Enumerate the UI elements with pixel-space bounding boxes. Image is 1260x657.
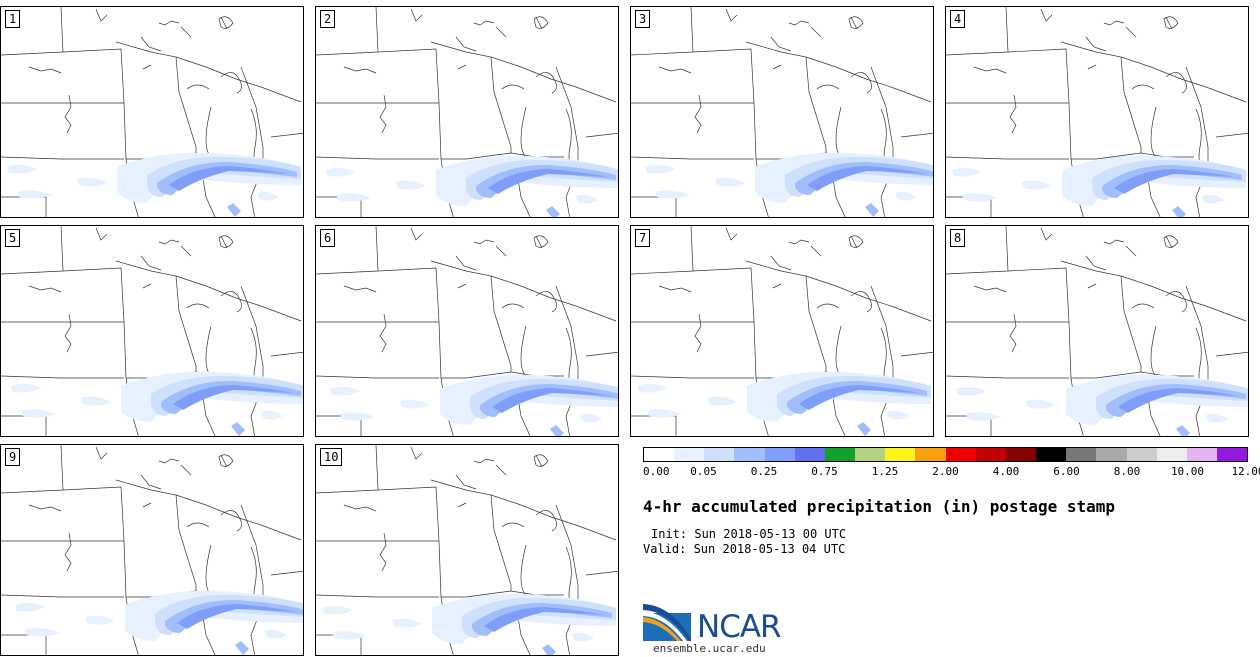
ensemble-member-panel-10: 10 xyxy=(315,444,619,656)
logo-url: ensemble.ucar.edu xyxy=(653,642,766,655)
colorbar-swatch xyxy=(704,448,735,461)
colorbar-swatch xyxy=(1066,448,1097,461)
member-number-label: 7 xyxy=(635,229,651,247)
colorbar-tick-label: 0.05 xyxy=(690,465,717,478)
colorbar-swatch xyxy=(945,448,976,461)
precip-colorbar xyxy=(643,447,1248,462)
colorbar-swatch xyxy=(734,448,765,461)
valid-time: Valid: Sun 2018-05-13 04 UTC xyxy=(643,542,846,556)
ensemble-member-panel-3: 3 xyxy=(630,6,934,218)
ensemble-member-panel-8: 8 xyxy=(945,225,1249,437)
colorbar-tick-label: 0.75 xyxy=(811,465,838,478)
colorbar-swatch xyxy=(644,448,675,461)
colorbar-tick-label: 12.00 xyxy=(1231,465,1260,478)
map-panel-svg xyxy=(631,7,933,217)
member-number-label: 4 xyxy=(950,10,966,28)
map-panel-svg xyxy=(631,226,933,436)
colorbar-swatch xyxy=(1216,448,1248,461)
ensemble-member-panel-6: 6 xyxy=(315,225,619,437)
member-number-label: 2 xyxy=(320,10,336,28)
map-panel-svg xyxy=(1,226,303,436)
colorbar-tick-label: 0.25 xyxy=(750,465,778,478)
colorbar-tick-label: 8.00 xyxy=(1113,465,1141,478)
map-panel-svg xyxy=(316,445,618,655)
ensemble-member-panel-7: 7 xyxy=(630,225,934,437)
colorbar-swatch xyxy=(975,448,1006,461)
colorbar-tick-labels: 0.00 0.05 0.25 0.75 1.25 2.00 4.00 6.00 8.00 10.0… xyxy=(643,465,1260,481)
ensemble-member-panel-2: 2 xyxy=(315,6,619,218)
member-number-label: 8 xyxy=(950,229,966,247)
map-panel-svg xyxy=(1,7,303,217)
colorbar-swatch xyxy=(885,448,916,461)
colorbar-tick-label: 2.00 xyxy=(932,465,959,478)
colorbar-swatch xyxy=(764,448,795,461)
member-number-label: 6 xyxy=(320,229,336,247)
colorbar-tick-label: 6.00 xyxy=(1053,465,1080,478)
colorbar-swatch xyxy=(1036,448,1067,461)
colorbar-swatch xyxy=(1005,448,1037,461)
ncar-logo-icon xyxy=(643,604,691,641)
ensemble-member-panel-5: 5 xyxy=(0,225,304,437)
member-number-label: 9 xyxy=(5,448,21,466)
colorbar-tick-label: 4.00 xyxy=(992,465,1020,478)
colorbar-tick-label: 10.00 xyxy=(1170,465,1205,478)
colorbar-swatch xyxy=(794,448,825,461)
colorbar-tick-label: 1.25 xyxy=(871,465,899,478)
member-number-label: 1 xyxy=(5,10,21,28)
member-number-label: 5 xyxy=(5,229,21,247)
member-number-label: 3 xyxy=(635,10,651,28)
colorbar-swatch xyxy=(1096,448,1127,461)
colorbar-swatch xyxy=(674,448,705,461)
map-panel-svg xyxy=(316,226,618,436)
plot-title: 4-hr accumulated precipitation (in) post… xyxy=(643,497,1116,516)
colorbar-swatch xyxy=(1126,448,1157,461)
init-time: Init: Sun 2018-05-13 00 UTC xyxy=(651,527,847,541)
member-number-label: 10 xyxy=(320,448,343,466)
map-panel-svg xyxy=(1,445,303,655)
colorbar-swatch xyxy=(915,448,946,461)
map-panel-svg xyxy=(316,7,618,217)
colorbar-swatch xyxy=(824,448,856,461)
colorbar-swatch xyxy=(1186,448,1217,461)
ensemble-member-panel-1: 1 xyxy=(0,6,304,218)
ensemble-member-panel-4: 4 xyxy=(945,6,1249,218)
colorbar-tick-label: 0.00 xyxy=(643,465,670,478)
colorbar-swatch xyxy=(855,448,886,461)
map-panel-svg xyxy=(946,226,1248,436)
map-panel-svg xyxy=(946,7,1248,217)
ncar-logo-text: NCAR xyxy=(697,609,782,645)
ensemble-member-panel-9: 9 xyxy=(0,444,304,656)
colorbar-swatch xyxy=(1156,448,1187,461)
